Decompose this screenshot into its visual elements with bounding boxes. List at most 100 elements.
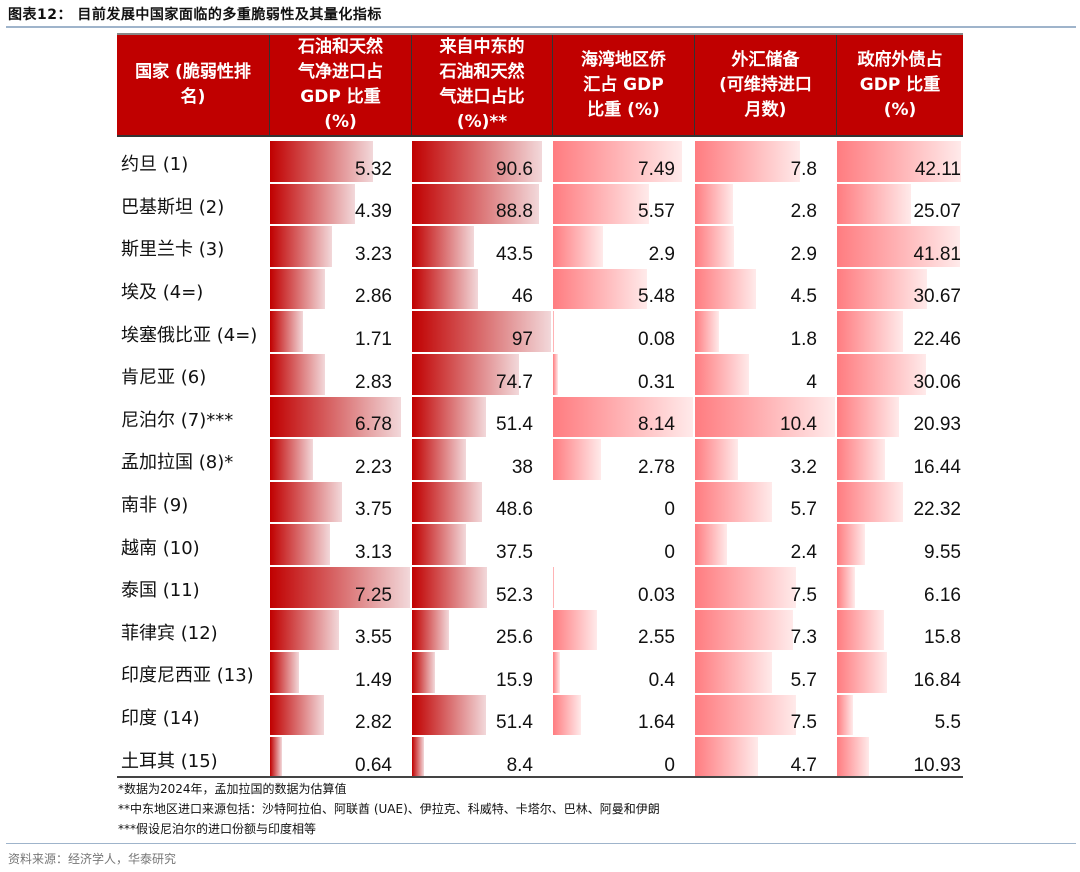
cell-fx-reserve-months: 4.7 bbox=[695, 736, 837, 779]
data-bar bbox=[837, 737, 869, 778]
table-row: 菲律宾 (12) 3.55 25.6 2.55 7.3 15.8 bbox=[117, 609, 963, 652]
cell-value: 48.6 bbox=[496, 499, 533, 521]
cell-value: 1.8 bbox=[790, 328, 817, 350]
data-bar bbox=[553, 566, 554, 608]
cell-middle-east-share: 74.7 bbox=[412, 353, 553, 396]
cell-value: 7.49 bbox=[638, 158, 675, 180]
cell-value: 9.55 bbox=[924, 541, 961, 563]
table-row: 泰国 (11) 7.25 52.3 0.03 7.5 6.16 bbox=[117, 566, 963, 609]
cell-value: 0 bbox=[664, 541, 675, 563]
cell-value: 5.57 bbox=[638, 201, 675, 223]
cell-country: 肯尼亚 (6) bbox=[121, 367, 207, 389]
cell-oil-gas-import-gdp: 2.86 bbox=[270, 268, 412, 311]
cell-value: 3.13 bbox=[355, 541, 392, 563]
data-bar bbox=[695, 141, 800, 182]
data-bar bbox=[695, 183, 733, 225]
cell-gulf-remittance-gdp: 0 bbox=[553, 523, 695, 566]
cell-value: 5.7 bbox=[790, 499, 817, 521]
data-bar bbox=[837, 183, 911, 225]
data-bar bbox=[270, 652, 299, 693]
footnote-1: *数据为2024年，孟加拉国的数据为估算值 bbox=[118, 782, 347, 796]
cell-value: 2.9 bbox=[648, 243, 675, 265]
cell-fx-reserve-months: 7.5 bbox=[695, 566, 837, 609]
cell-gulf-remittance-gdp: 0.31 bbox=[553, 353, 695, 396]
cell-value: 51.4 bbox=[496, 712, 533, 734]
data-bar bbox=[553, 311, 554, 352]
data-bar bbox=[553, 439, 601, 480]
cell-country: 埃塞俄比亚 (4=) bbox=[121, 324, 258, 346]
table-row: 越南 (10) 3.13 37.5 0 2.4 9.55 bbox=[117, 523, 963, 566]
cell-oil-gas-import-gdp: 0.64 bbox=[270, 736, 412, 779]
data-bar bbox=[412, 652, 435, 693]
table-row: 南非 (9) 3.75 48.6 0 5.7 22.32 bbox=[117, 481, 963, 524]
cell-value: 6.16 bbox=[924, 584, 961, 606]
cell-oil-gas-import-gdp: 6.78 bbox=[270, 396, 412, 439]
cell-country: 印度 (14) bbox=[121, 708, 200, 730]
source-note: 资料来源：经济学人，华泰研究 bbox=[8, 852, 177, 866]
cell-oil-gas-import-gdp: 2.83 bbox=[270, 353, 412, 396]
header-gulf-remittance-gdp: 海湾地区侨 汇占 GDP 比重 (%) bbox=[553, 35, 695, 135]
cell-country: 越南 (10) bbox=[121, 537, 200, 559]
cell-oil-gas-import-gdp: 1.49 bbox=[270, 651, 412, 694]
data-bar bbox=[695, 566, 796, 608]
data-bar bbox=[270, 183, 355, 225]
cell-value: 2.9 bbox=[790, 243, 817, 265]
cell-oil-gas-import-gdp: 3.75 bbox=[270, 481, 412, 524]
cell-country: 埃及 (4=) bbox=[121, 282, 204, 304]
cell-fx-reserve-months: 2.8 bbox=[695, 183, 837, 226]
cell-external-debt-gdp: 16.84 bbox=[837, 651, 963, 694]
cell-value: 0 bbox=[664, 499, 675, 521]
cell-value: 2.8 bbox=[790, 201, 817, 223]
data-bar bbox=[695, 396, 835, 438]
cell-value: 0.64 bbox=[355, 754, 392, 776]
cell-value: 0.03 bbox=[638, 584, 675, 606]
table-row: 斯里兰卡 (3) 3.23 43.5 2.9 2.9 41.81 bbox=[117, 225, 963, 268]
data-bar bbox=[837, 141, 961, 182]
cell-value: 10.93 bbox=[913, 754, 961, 776]
cell-oil-gas-import-gdp: 3.55 bbox=[270, 609, 412, 652]
data-bar bbox=[412, 439, 466, 480]
cell-value: 20.93 bbox=[913, 414, 961, 436]
cell-value: 7.3 bbox=[790, 627, 817, 649]
data-bar bbox=[695, 694, 796, 736]
cell-fx-reserve-months: 1.8 bbox=[695, 310, 837, 353]
cell-value: 7.5 bbox=[790, 584, 817, 606]
cell-country: 孟加拉国 (8)* bbox=[121, 452, 234, 474]
data-bar bbox=[412, 737, 424, 778]
data-bar bbox=[837, 396, 899, 438]
data-bar bbox=[553, 183, 649, 225]
cell-value: 4.5 bbox=[790, 286, 817, 308]
cell-fx-reserve-months: 4 bbox=[695, 353, 837, 396]
data-bar bbox=[270, 481, 342, 523]
cell-value: 15.9 bbox=[496, 669, 533, 691]
cell-oil-gas-import-gdp: 5.32 bbox=[270, 140, 412, 183]
data-bar bbox=[270, 524, 330, 565]
cell-value: 51.4 bbox=[496, 414, 533, 436]
cell-value: 4 bbox=[806, 371, 817, 393]
data-bar bbox=[270, 694, 324, 736]
data-bar bbox=[270, 311, 303, 352]
cell-external-debt-gdp: 16.44 bbox=[837, 438, 963, 481]
data-bar bbox=[412, 353, 519, 395]
cell-gulf-remittance-gdp: 5.48 bbox=[553, 268, 695, 311]
data-bar bbox=[270, 439, 313, 480]
header-fx-reserve-months: 外汇储备 (可维持进口 月数) bbox=[695, 35, 837, 135]
data-bar bbox=[695, 439, 738, 480]
data-bar bbox=[412, 396, 486, 438]
cell-value: 8.14 bbox=[638, 414, 675, 436]
cell-country: 印度尼西亚 (13) bbox=[121, 665, 254, 687]
cell-value: 0 bbox=[664, 754, 675, 776]
cell-country: 菲律宾 (12) bbox=[121, 622, 218, 644]
table-row: 尼泊尔 (7)*** 6.78 51.4 8.14 10.4 20.93 bbox=[117, 396, 963, 439]
cell-country: 南非 (9) bbox=[121, 495, 189, 517]
cell-middle-east-share: 51.4 bbox=[412, 396, 553, 439]
cell-fx-reserve-months: 2.4 bbox=[695, 523, 837, 566]
table-body: 约旦 (1) 5.32 90.6 7.49 7.8 42.11 巴基斯坦 (2) 4.39 88… bbox=[117, 140, 963, 779]
data-bar bbox=[837, 353, 926, 395]
cell-value: 0.08 bbox=[638, 328, 675, 350]
cell-middle-east-share: 97 bbox=[412, 310, 553, 353]
table-row: 埃塞俄比亚 (4=) 1.71 97 0.08 1.8 22.46 bbox=[117, 310, 963, 353]
table-row: 土耳其 (15) 0.64 8.4 0 4.7 10.93 bbox=[117, 736, 963, 779]
cell-fx-reserve-months: 5.7 bbox=[695, 481, 837, 524]
cell-value: 5.7 bbox=[790, 669, 817, 691]
